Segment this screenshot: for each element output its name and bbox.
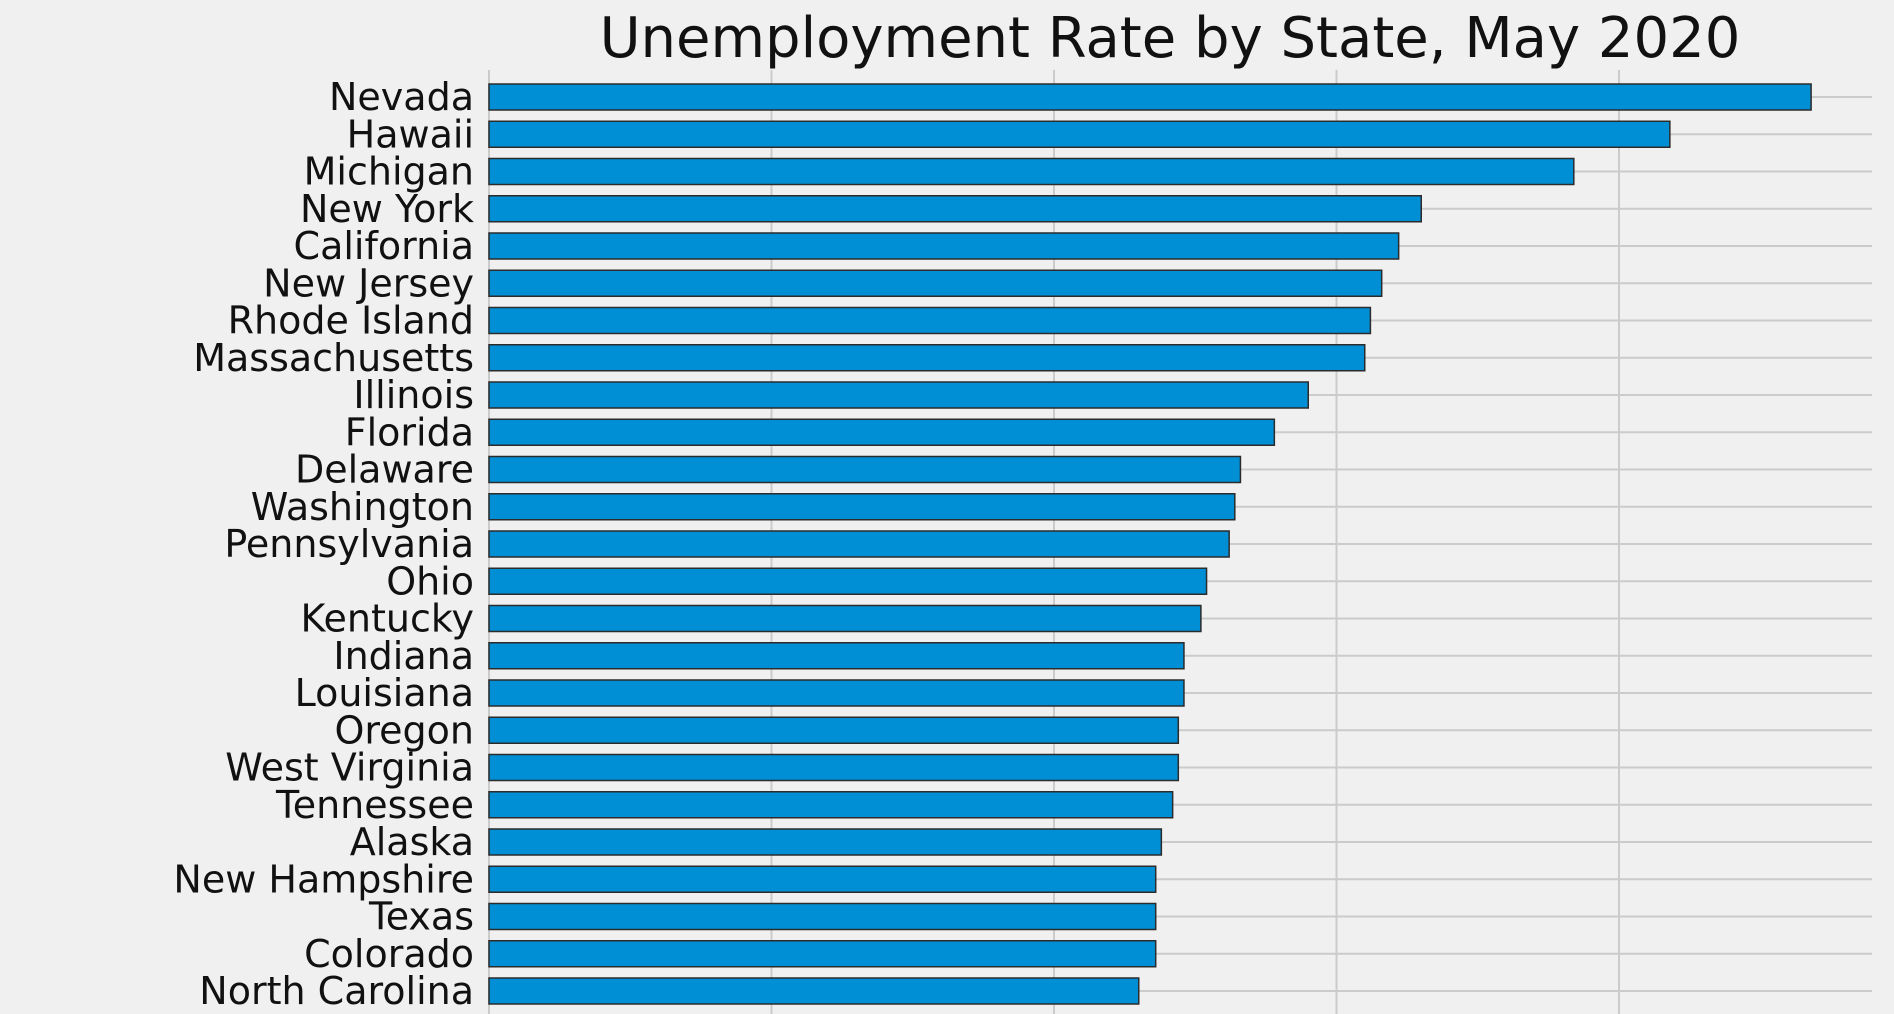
bar-delaware: [488, 455, 1242, 484]
y-tick-label: Michigan: [304, 150, 474, 194]
bar-michigan: [488, 157, 1575, 186]
bar-indiana: [488, 642, 1185, 670]
y-tick-label: Washington: [251, 485, 474, 529]
y-tick-label: California: [294, 224, 474, 268]
bar-california: [488, 232, 1400, 260]
y-tick-label: Illinois: [353, 373, 474, 417]
y-tick-label: Colorado: [304, 932, 474, 976]
y-tick-label: Rhode Island: [228, 299, 474, 343]
y-tick-label: Ohio: [386, 559, 474, 603]
y-tick-label: Delaware: [295, 448, 474, 492]
y-tick-label: Nevada: [329, 75, 474, 119]
bar-nevada: [488, 83, 1812, 111]
y-tick-label: Alaska: [350, 820, 474, 864]
y-tick-label: Oregon: [334, 708, 474, 752]
bar-washington: [488, 493, 1236, 521]
bar-florida: [488, 418, 1276, 446]
bar-new-jersey: [488, 269, 1383, 297]
y-tick-label: Texas: [368, 895, 474, 939]
y-tick-label: Indiana: [333, 634, 474, 678]
bar-alaska: [488, 828, 1163, 856]
bar-pennsylvania: [488, 530, 1230, 558]
bar-texas: [488, 902, 1157, 931]
bar-hawaii: [488, 120, 1671, 148]
bar-ohio: [488, 567, 1208, 595]
bar-massachusetts: [488, 344, 1366, 372]
bar-louisiana: [488, 679, 1185, 707]
bar-oregon: [488, 716, 1180, 744]
bar-tennessee: [488, 791, 1174, 819]
y-tick-label: North Carolina: [199, 969, 474, 1013]
bar-west-virginia: [488, 753, 1180, 782]
bar-new-hampshire: [488, 865, 1157, 893]
y-tick-label: Hawaii: [347, 112, 474, 156]
y-tick-label: Massachusetts: [193, 336, 474, 380]
bar-illinois: [488, 381, 1309, 409]
y-tick-label: Louisiana: [295, 671, 474, 715]
bar-kentucky: [488, 604, 1202, 633]
bars: [488, 83, 1812, 1005]
y-tick-label: Tennessee: [275, 783, 474, 827]
bar-rhode-island: [488, 306, 1372, 335]
y-tick-label: Florida: [345, 410, 474, 454]
y-tick-label: Pennsylvania: [224, 522, 474, 566]
y-tick-label: New Jersey: [263, 261, 474, 305]
bar-colorado: [488, 940, 1157, 968]
y-tick-label: Kentucky: [300, 597, 474, 641]
y-tick-label: New York: [300, 187, 474, 231]
chart-title: Unemployment Rate by State, May 2020: [600, 6, 1741, 71]
bar-north-carolina: [488, 977, 1140, 1005]
bar-new-york: [488, 195, 1422, 223]
y-tick-label: New Hampshire: [173, 857, 474, 901]
y-tick-label: West Virginia: [225, 746, 474, 790]
